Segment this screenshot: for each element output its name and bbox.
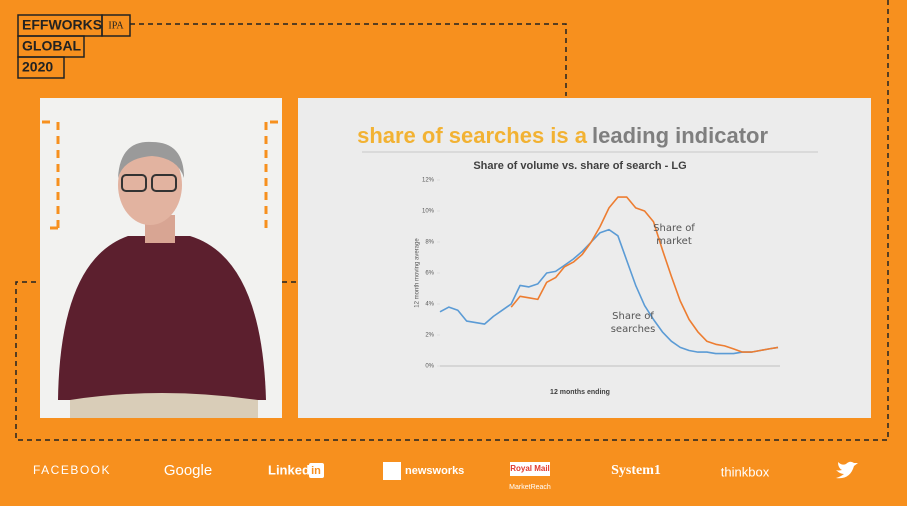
- sponsor: FACEBOOK: [33, 463, 111, 477]
- logo-box: [101, 14, 131, 37]
- logo-text: 2020: [22, 59, 53, 75]
- decor: [42, 120, 60, 230]
- sponsor: thinkbox: [721, 464, 770, 479]
- person-glasses: [121, 174, 147, 192]
- y-tick-label: 10%: [422, 209, 435, 215]
- sponsor: System1: [611, 463, 661, 478]
- series-line: [439, 228, 779, 355]
- slide-title: leading indicator: [592, 123, 768, 148]
- y-tick-label: 6%: [425, 271, 434, 277]
- logo-text: EFFWORKS: [22, 17, 102, 33]
- dashed-line: [130, 23, 567, 96]
- dashed-line: [15, 0, 889, 441]
- slide-title: share of searches is a: [357, 123, 588, 148]
- y-tick-label: 8%: [425, 240, 434, 246]
- person-face: [118, 145, 182, 225]
- y-tick-label: 12%: [422, 178, 435, 184]
- y-tick-label: 0%: [425, 364, 434, 370]
- sponsor: MarketReach: [509, 484, 551, 491]
- decor: [264, 120, 278, 228]
- y-tick-label: 4%: [425, 302, 434, 308]
- person-glasses: [151, 174, 177, 192]
- sponsor: newsworks: [405, 465, 464, 477]
- sponsor: in: [311, 465, 321, 477]
- video-panel: [40, 98, 282, 418]
- twitter-icon: [836, 461, 858, 479]
- logo: EFFWORKS IPA GLOBAL 2020: [17, 14, 131, 79]
- x-axis-label: 12 months ending: [550, 389, 610, 396]
- y-axis-label: 12 month moving average: [415, 238, 421, 308]
- sponsor: Google: [164, 462, 212, 479]
- person-legs: [70, 393, 258, 418]
- sponsor: Royal Mail: [510, 464, 550, 473]
- sponsor-badge: [383, 462, 401, 480]
- sponsor: Linked: [268, 462, 310, 477]
- person-shirt: [58, 236, 266, 400]
- logo-badge: IPA: [108, 20, 124, 31]
- chart-title: Share of volume vs. share of search - LG: [473, 160, 686, 172]
- y-tick-label: 2%: [425, 333, 434, 339]
- person-hair: [118, 141, 184, 178]
- sponsor-badge: [510, 462, 550, 476]
- logo-box: [17, 56, 65, 79]
- sponsor-badge: [309, 463, 324, 478]
- logo-text: GLOBAL: [22, 38, 82, 54]
- slide: [298, 98, 871, 418]
- sponsor-bar: FACEBOOK Google Linked in newsworks Roya…: [33, 461, 858, 491]
- series-line: [510, 196, 779, 353]
